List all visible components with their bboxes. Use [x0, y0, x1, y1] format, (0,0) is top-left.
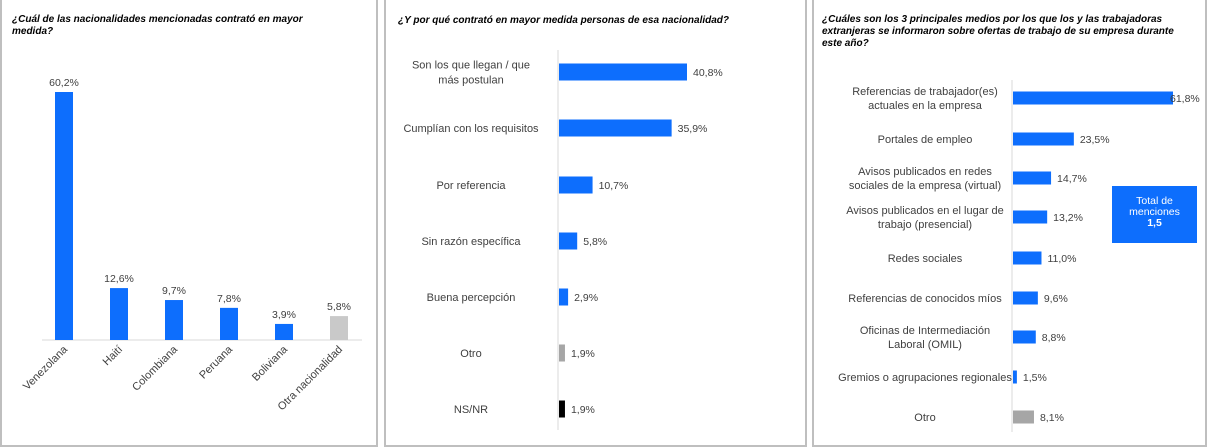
category-label: NS/NR	[454, 404, 488, 416]
data-label: 9,7%	[162, 285, 186, 297]
bar	[559, 344, 565, 362]
category-label: Referencias de trabajador(es) actuales en…	[852, 86, 998, 112]
total-mentions-label-line2: menciones	[1129, 206, 1180, 218]
data-label: 35,9%	[678, 123, 708, 135]
data-label: 5,8%	[583, 236, 607, 248]
data-label: 1,9%	[571, 404, 595, 416]
category-label: Sin razón específica	[421, 236, 521, 248]
reasons-bar-chart: 40,8% Son los que llegan / que más postula…	[403, 50, 723, 430]
bar	[559, 400, 565, 418]
data-label: 23,5%	[1080, 134, 1110, 146]
data-label: 8,8%	[1042, 332, 1066, 344]
bar	[1013, 91, 1173, 105]
bar	[1013, 291, 1038, 305]
data-label: 14,7%	[1057, 173, 1087, 185]
bar	[559, 119, 672, 137]
category-label: Otro	[460, 348, 481, 360]
bar	[1013, 171, 1052, 185]
chart-panel-reasons: ¿Y por qué contrató en mayor medida pers…	[384, 0, 807, 447]
category-label: Avisos publicados en redes sociales de la…	[849, 166, 1001, 192]
bar	[559, 232, 578, 250]
data-label: 10,7%	[599, 180, 629, 192]
category-label: Son los que llegan / que más postulan	[412, 60, 530, 87]
category-label: Oficinas de Intermediación Laboral (OMIL)	[860, 325, 990, 351]
bar	[1013, 370, 1017, 384]
category-label: Por referencia	[436, 180, 506, 192]
data-label: 3,9%	[272, 309, 296, 321]
data-label: 8,1%	[1040, 412, 1064, 424]
category-label: Otro	[914, 412, 935, 424]
category-label: Venezolana	[21, 343, 71, 393]
data-label: 12,6%	[104, 273, 134, 285]
data-label: 2,9%	[574, 292, 598, 304]
bar	[110, 288, 128, 340]
nationalities-bar-chart: 60,2% Venezolana 12,6% Haití 9,7% Colombiana 7…	[21, 77, 362, 413]
category-label: Haití	[101, 344, 125, 368]
channels-bar-chart: 61,8% Referencias de trabajador(es) actual…	[838, 80, 1200, 432]
category-label: Buena percepción	[427, 292, 516, 304]
bar	[1013, 251, 1042, 265]
data-label: 9,6%	[1044, 293, 1068, 305]
bar	[559, 288, 569, 306]
chart-title: ¿Y por qué contrató en mayor medida pers…	[398, 15, 730, 26]
bar	[559, 63, 687, 81]
data-label: 61,8%	[1170, 93, 1200, 105]
category-label: Gremios o agrupaciones regionales	[838, 372, 1012, 384]
total-mentions-value: 1,5	[1147, 217, 1162, 229]
data-label: 60,2%	[49, 77, 79, 89]
bar	[275, 323, 293, 340]
data-label: 7,8%	[217, 293, 241, 305]
bar	[165, 300, 183, 340]
bar	[1013, 132, 1074, 146]
data-label: 1,5%	[1023, 372, 1047, 384]
bar	[1013, 330, 1036, 344]
chart-panel-nationalities: ¿Cuál de las nacionalidades mencionadas …	[0, 0, 378, 447]
chart-panel-information-channels: ¿Cuáles son los 3 principales medios por…	[812, 0, 1207, 447]
bar	[1013, 210, 1048, 224]
data-label: 5,8%	[327, 301, 351, 313]
bar	[220, 307, 238, 340]
category-label: Redes sociales	[888, 253, 963, 265]
bar	[559, 176, 593, 194]
total-mentions-box: Total de menciones 1,5	[1112, 186, 1197, 243]
category-label: Boliviana	[250, 343, 291, 384]
bar	[1013, 410, 1034, 424]
category-label: Colombiana	[130, 343, 181, 394]
data-label: 1,9%	[571, 348, 595, 360]
bar	[330, 316, 348, 340]
category-label: Portales de empleo	[878, 134, 973, 146]
bar	[55, 92, 73, 340]
chart-title: ¿Cuáles son los 3 principales medios por…	[822, 14, 1174, 49]
category-label: Referencias de conocidos míos	[848, 293, 1002, 305]
data-label: 13,2%	[1053, 212, 1083, 224]
chart-title: ¿Cuál de las nacionalidades mencionadas …	[12, 14, 303, 37]
category-label: Peruana	[197, 343, 236, 382]
data-label: 40,8%	[693, 67, 723, 79]
data-label: 11,0%	[1047, 253, 1076, 265]
category-label: Avisos publicados en el lugar de trabajo …	[846, 205, 1004, 231]
category-label: Cumplían con los requisitos	[403, 123, 539, 135]
total-mentions-label-line1: Total de	[1136, 195, 1173, 207]
